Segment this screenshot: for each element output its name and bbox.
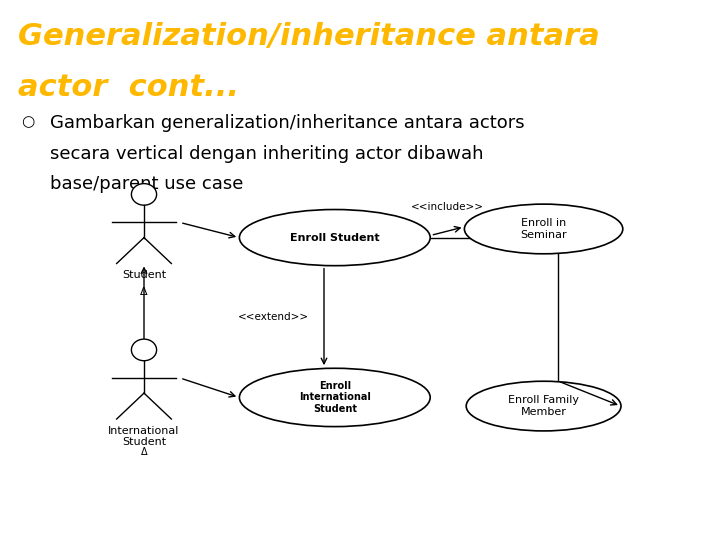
Text: International
Student: International Student [108, 426, 180, 447]
Ellipse shape [467, 381, 621, 431]
Text: Enroll Family
Member: Enroll Family Member [508, 395, 579, 417]
Text: Generalization/inheritance antara: Generalization/inheritance antara [18, 22, 600, 51]
Ellipse shape [132, 339, 157, 361]
Ellipse shape [239, 368, 431, 427]
Text: secara vertical dengan inheriting actor dibawah: secara vertical dengan inheriting actor … [50, 145, 484, 163]
Text: Enroll Student: Enroll Student [290, 233, 379, 242]
Ellipse shape [239, 210, 431, 266]
Text: <<include>>: <<include>> [411, 201, 484, 212]
Text: ○: ○ [22, 114, 35, 130]
Text: <<extend>>: <<extend>> [238, 312, 309, 322]
Text: Student: Student [122, 270, 166, 280]
Ellipse shape [464, 204, 623, 254]
Text: Δ: Δ [140, 287, 148, 298]
Text: Enroll
International
Student: Enroll International Student [299, 381, 371, 414]
Text: Δ: Δ [140, 447, 148, 457]
Text: base/parent use case: base/parent use case [50, 175, 244, 193]
Text: Enroll in
Seminar: Enroll in Seminar [521, 218, 567, 240]
Text: Gambarkan generalization/inheritance antara actors: Gambarkan generalization/inheritance ant… [50, 114, 525, 132]
Ellipse shape [132, 184, 157, 205]
Text: actor  cont...: actor cont... [18, 73, 239, 103]
